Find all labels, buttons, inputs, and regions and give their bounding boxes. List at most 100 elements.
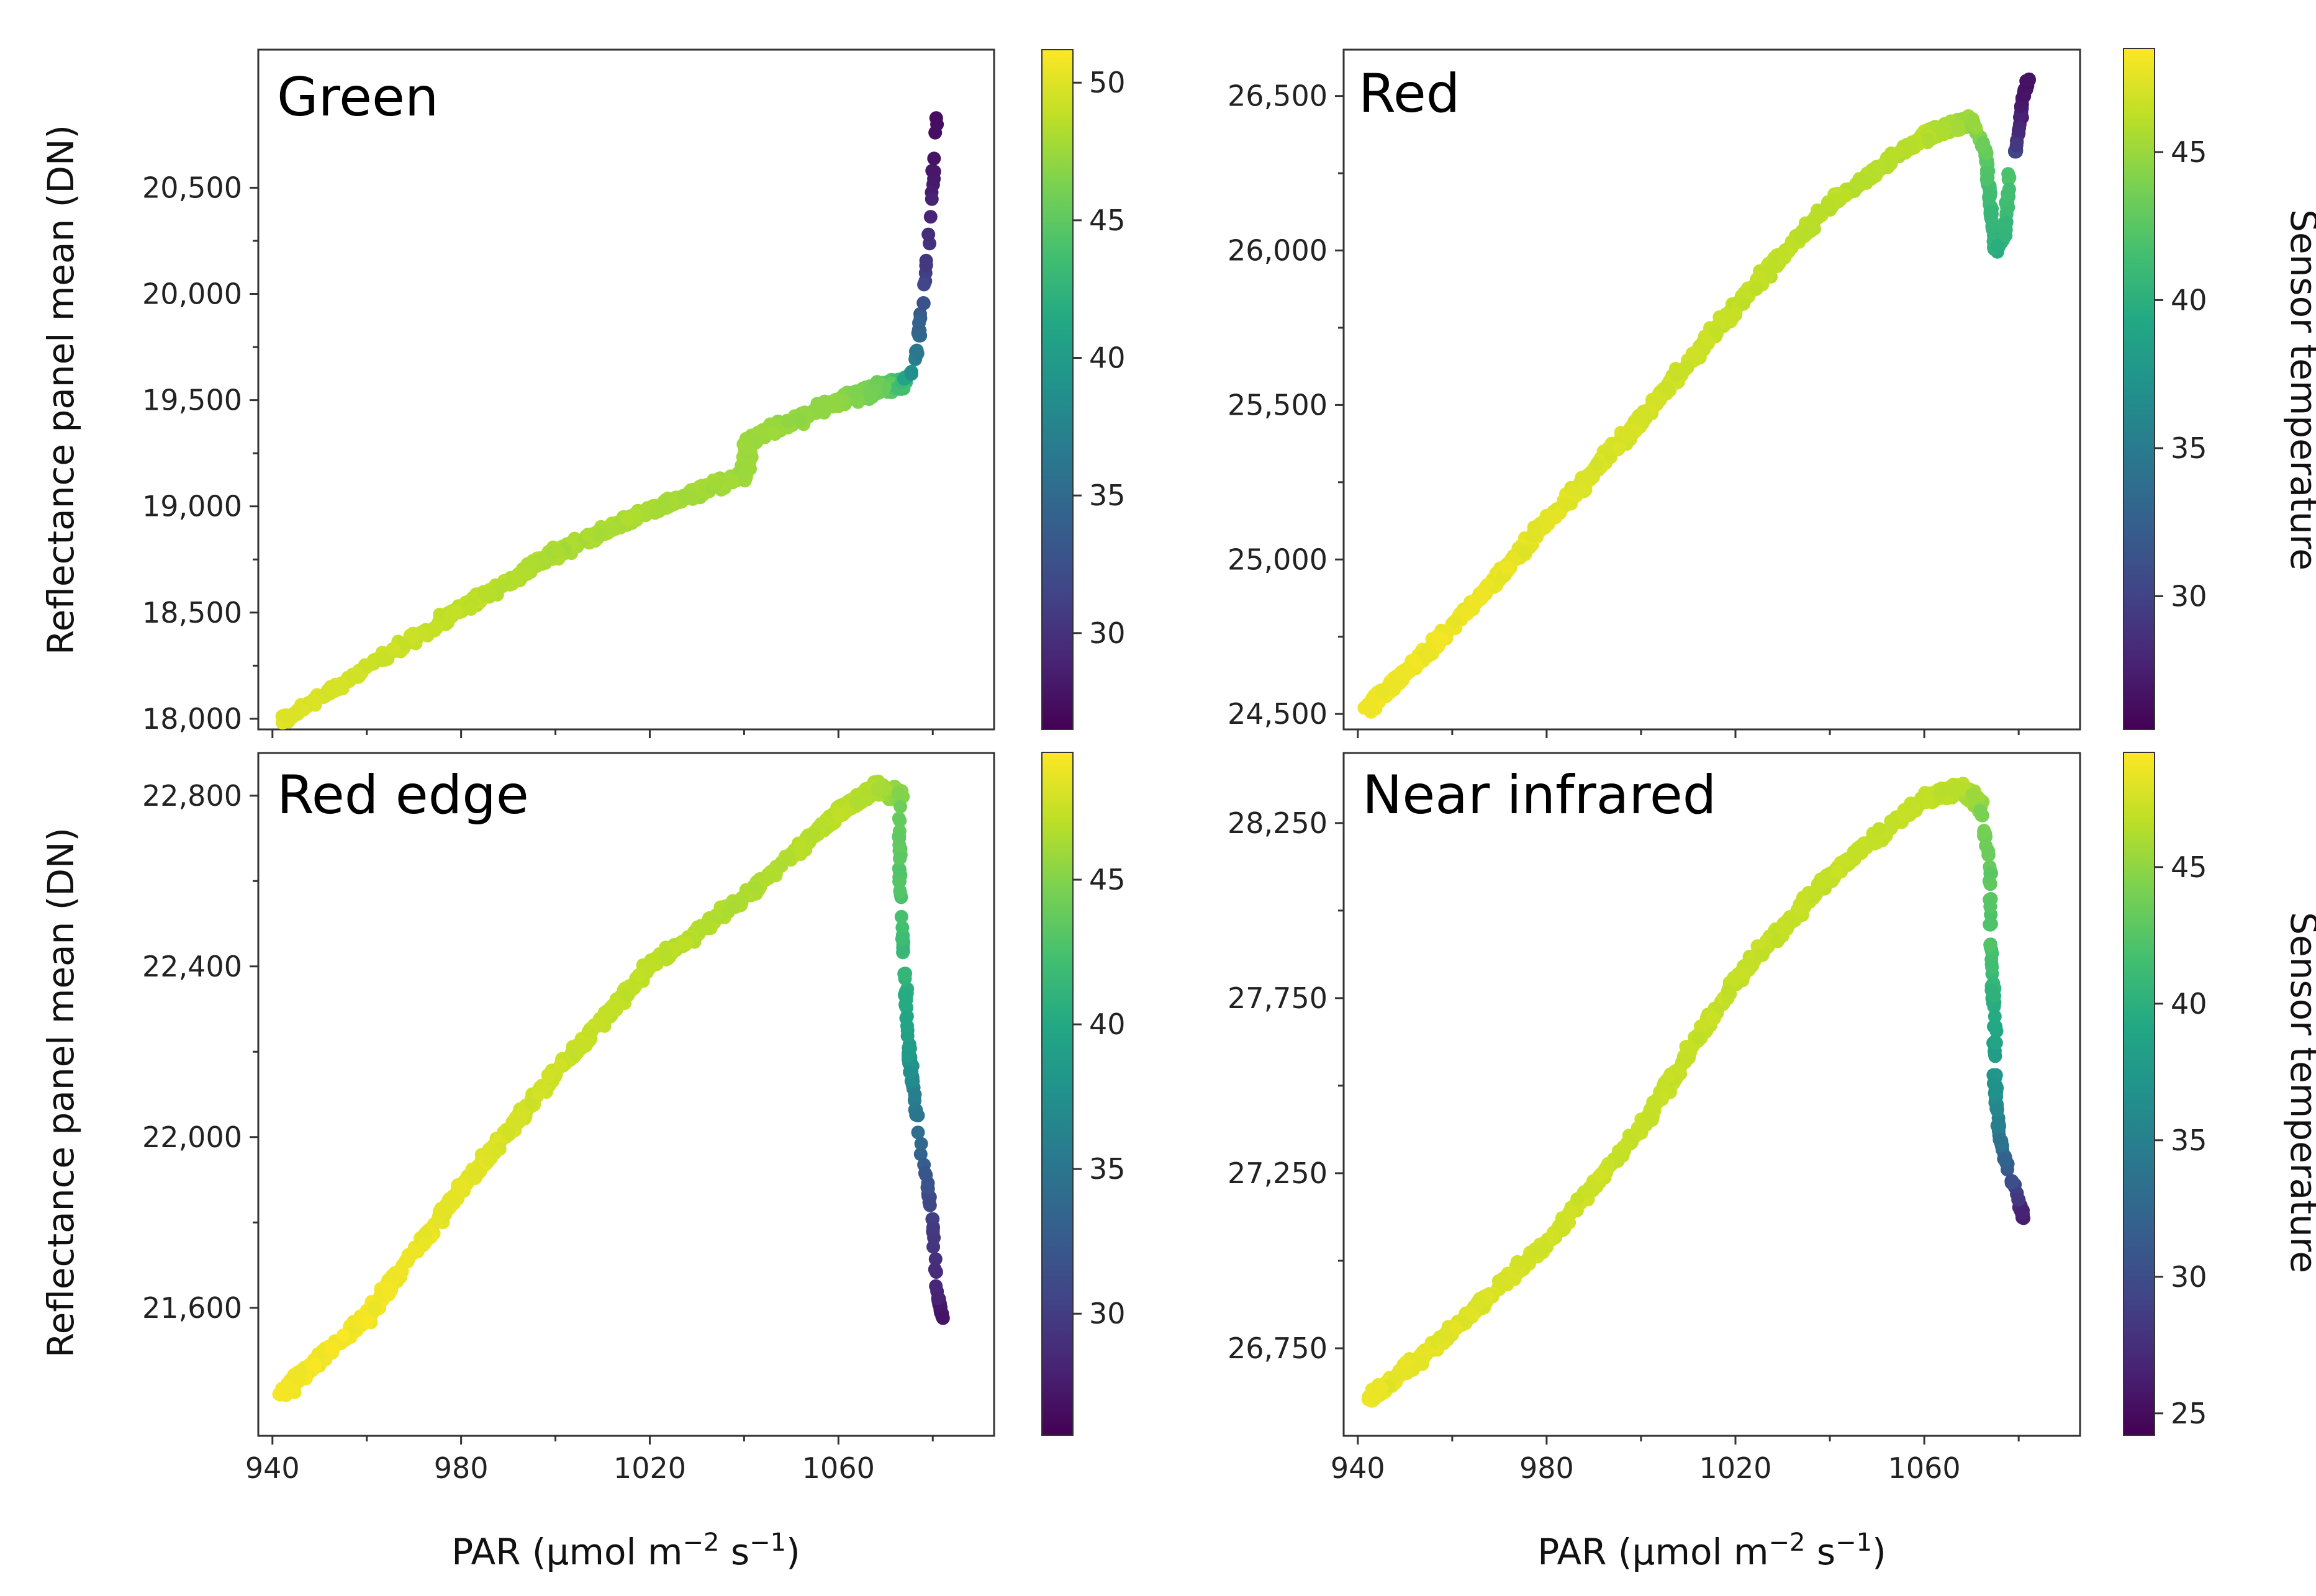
data-point-red-edge-1084 xyxy=(308,1358,322,1372)
data-point-near-infrared-1095 xyxy=(1545,1229,1560,1243)
data-point-red-edge-1075 xyxy=(524,1096,538,1111)
data-point-green-1137 xyxy=(921,227,936,241)
data-point-near-infrared-1221 xyxy=(1997,1152,2011,1166)
data-point-near-infrared-1071 xyxy=(1510,1255,1524,1269)
data-point-near-infrared-1176 xyxy=(1975,808,1989,823)
y-tick-label-red-4: 26,500 xyxy=(1228,79,1328,113)
data-point-red-1075 xyxy=(1395,665,1408,679)
data-point-red-1082 xyxy=(1937,127,1951,142)
data-point-near-infrared-1078 xyxy=(1778,919,1793,934)
data-point-red-894 xyxy=(1680,359,1694,374)
data-point-red-1097 xyxy=(1749,282,1763,296)
data-point-near-infrared-1084 xyxy=(1691,1031,1706,1045)
colorbar-red-edge xyxy=(1041,752,1074,1436)
data-point-red-edge-1225 xyxy=(936,1311,950,1325)
data-point-green-1079 xyxy=(830,395,844,409)
data-point-red-1033 xyxy=(1660,381,1675,395)
data-point-near-infrared-1090 xyxy=(1432,1330,1447,1345)
scatter-points-green xyxy=(275,111,944,730)
data-point-red-edge-1091 xyxy=(609,1003,623,1017)
data-point-near-infrared-1082 xyxy=(1886,818,1900,832)
data-point-red-1095 xyxy=(1766,260,1780,274)
data-point-red-1263 xyxy=(1983,189,1997,204)
data-point-green-1075 xyxy=(286,706,301,721)
data-point-red-edge-1080 xyxy=(279,1388,293,1402)
x-ticks-red-edge: 940 980 1020 1060 xyxy=(245,1436,934,1485)
data-point-red-1076 xyxy=(1921,132,1935,147)
data-point-near-infrared-1068 xyxy=(1593,1168,1608,1183)
data-point-near-infrared-1193 xyxy=(1990,1102,2004,1117)
colorbar-tick-label-red-2: 40 xyxy=(2171,283,2207,317)
data-point-red-edge-1065 xyxy=(571,1044,585,1058)
data-point-green-1071 xyxy=(582,528,596,543)
data-point-red-1045 xyxy=(1902,138,1917,153)
data-point-near-infrared-1022 xyxy=(1415,1357,1429,1371)
data-point-red-edge-989 xyxy=(631,968,646,982)
x-ticks-red xyxy=(1357,729,2020,738)
data-point-red-1269 xyxy=(1999,228,2013,243)
y-tick-label-green-4: 20,000 xyxy=(142,277,242,311)
data-point-green-1072 xyxy=(685,492,700,506)
data-point-near-infrared-1227 xyxy=(1977,826,1991,840)
data-point-red-1073 xyxy=(1582,469,1596,482)
data-point-red-1021 xyxy=(1573,482,1588,497)
y-tick-label-green-2: 19,000 xyxy=(142,490,242,523)
data-point-red-981 xyxy=(1423,648,1437,662)
data-point-red-edge-1086 xyxy=(677,937,691,951)
y-tick-label-red-edge-3: 22,800 xyxy=(142,779,242,813)
data-point-green-1102 xyxy=(928,125,943,140)
data-point-green-1136 xyxy=(905,367,918,381)
y-tick-label-green-3: 19,500 xyxy=(142,384,242,417)
data-point-red-edge-1206 xyxy=(893,813,907,827)
data-point-near-infrared-1097 xyxy=(1904,796,1918,811)
data-point-red-1034 xyxy=(1518,544,1532,559)
data-point-red-edge-1220 xyxy=(892,864,907,878)
data-point-red-edge-1041 xyxy=(832,808,846,822)
data-point-near-infrared-1224 xyxy=(1988,1049,2002,1063)
data-point-red-edge-1098 xyxy=(455,1178,469,1192)
data-point-red-edge-1085 xyxy=(482,1153,496,1168)
data-point-near-infrared-1094 xyxy=(1947,784,1961,798)
data-point-red-1041 xyxy=(1376,686,1390,700)
colorbar-green xyxy=(1041,49,1074,730)
data-point-red-952 xyxy=(1690,345,1704,359)
data-point-red-1138 xyxy=(2009,138,2024,153)
data-point-green-1067 xyxy=(708,477,723,491)
data-point-red-edge-1207 xyxy=(898,998,913,1012)
data-point-green-1090 xyxy=(740,435,754,449)
data-point-near-infrared-899 xyxy=(1564,1206,1578,1220)
data-point-red-edge-1218 xyxy=(901,1049,915,1063)
data-point-red-1093 xyxy=(1807,213,1821,227)
data-point-near-infrared-1035 xyxy=(1648,1095,1662,1109)
data-point-near-infrared-1098 xyxy=(1965,788,1979,802)
y-tick-label-green-0: 18,000 xyxy=(142,702,242,736)
data-point-green-1105 xyxy=(923,210,938,224)
x-tick-label-red-edge-2: 1020 xyxy=(613,1451,686,1485)
data-point-green-1089 xyxy=(737,467,751,481)
data-point-red-1090 xyxy=(1431,631,1445,645)
data-point-red-1096 xyxy=(1529,526,1544,541)
data-point-near-infrared-1087 xyxy=(1481,1290,1496,1304)
data-point-red-edge-1035 xyxy=(748,880,762,895)
data-point-green-1048 xyxy=(495,579,509,593)
data-point-red-edge-1097 xyxy=(385,1269,399,1283)
data-point-red-975 xyxy=(1460,607,1475,621)
data-point-green-967 xyxy=(428,623,441,638)
y-tick-label-red-edge-1: 22,000 xyxy=(142,1120,242,1154)
data-point-red-1060 xyxy=(1361,701,1375,715)
data-point-near-infrared-1056 xyxy=(1400,1366,1414,1380)
data-point-near-infrared-1215 xyxy=(1993,1134,2007,1148)
data-point-near-infrared-1037 xyxy=(1921,795,1935,809)
data-point-green-1109 xyxy=(929,111,943,125)
data-point-green-1074 xyxy=(605,521,620,536)
data-point-red-edge-1055 xyxy=(626,982,640,996)
colorbar-tick-label-red-edge-3: 45 xyxy=(1089,863,1126,896)
data-point-red-edge-1227 xyxy=(931,1291,945,1305)
data-point-near-infrared-937 xyxy=(1706,1011,1720,1026)
data-point-near-infrared-987 xyxy=(1753,948,1767,962)
data-point-red-edge-1021 xyxy=(336,1328,350,1343)
data-point-red-edge-1222 xyxy=(903,1065,917,1080)
